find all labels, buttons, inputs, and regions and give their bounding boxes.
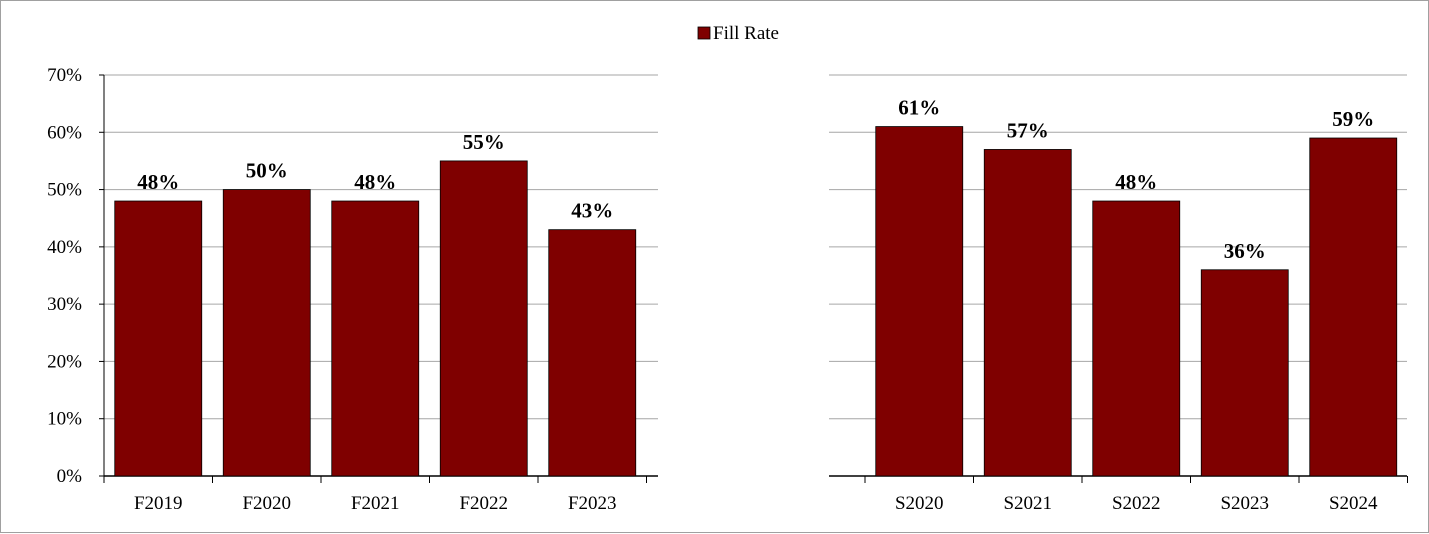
chart-panel-spring: 61% S2020 57% S2021 48% S2022 36% S2023 59% S2024 (829, 74, 1408, 514)
y-tick-label: 70% (47, 65, 82, 86)
y-tick-label: 30% (47, 294, 82, 315)
bar-s2022 (1092, 200, 1181, 477)
bar-s2020 (875, 126, 964, 477)
y-tick-label: 50% (47, 180, 82, 201)
chart-panel-fall: 0% 10% 20% 30% 40% 50% 60% 70% 48% F2019 50% F2020 4… (47, 65, 658, 514)
data-label-s2022: 48% (1115, 170, 1157, 194)
x-tick-label-f2019: F2019 (134, 493, 183, 514)
bar-f2019 (114, 200, 203, 477)
legend-label: Fill Rate (713, 23, 779, 44)
data-label-s2021: 57% (1007, 118, 1049, 142)
legend: Fill Rate (697, 23, 779, 44)
x-tick-label-s2024: S2024 (1329, 493, 1378, 514)
data-label-f2019: 48% (137, 170, 179, 194)
data-label-s2024: 59% (1332, 107, 1374, 131)
data-label-s2023: 36% (1224, 239, 1266, 263)
x-tick-label-f2023: F2023 (568, 493, 617, 514)
x-tick-label-f2022: F2022 (459, 493, 508, 514)
x-tick-label-f2021: F2021 (351, 493, 400, 514)
bar-s2021 (983, 149, 1072, 477)
y-tick-label: 0% (57, 466, 83, 487)
x-tick-label-s2020: S2020 (895, 493, 944, 514)
x-tick-label-s2021: S2021 (1003, 493, 1052, 514)
y-tick-label: 10% (47, 409, 82, 430)
x-tick-label-f2020: F2020 (242, 493, 291, 514)
data-label-s2020: 61% (898, 96, 940, 120)
y-tick-label: 20% (47, 351, 82, 372)
bar-s2024 (1309, 137, 1398, 477)
x-tick-label-s2022: S2022 (1112, 493, 1161, 514)
y-tick-label: 40% (47, 237, 82, 258)
legend-swatch (697, 26, 711, 40)
bar-f2021 (331, 200, 420, 477)
bar-f2020 (222, 189, 311, 477)
data-label-f2021: 48% (354, 170, 396, 194)
bar-f2022 (439, 160, 528, 477)
x-tick-label-s2023: S2023 (1220, 493, 1269, 514)
data-label-f2023: 43% (571, 199, 613, 223)
bar-s2023 (1200, 269, 1289, 477)
data-label-f2022: 55% (463, 130, 505, 154)
data-label-f2020: 50% (246, 159, 288, 183)
bar-f2023 (548, 229, 637, 477)
y-tick-label: 60% (47, 122, 82, 143)
